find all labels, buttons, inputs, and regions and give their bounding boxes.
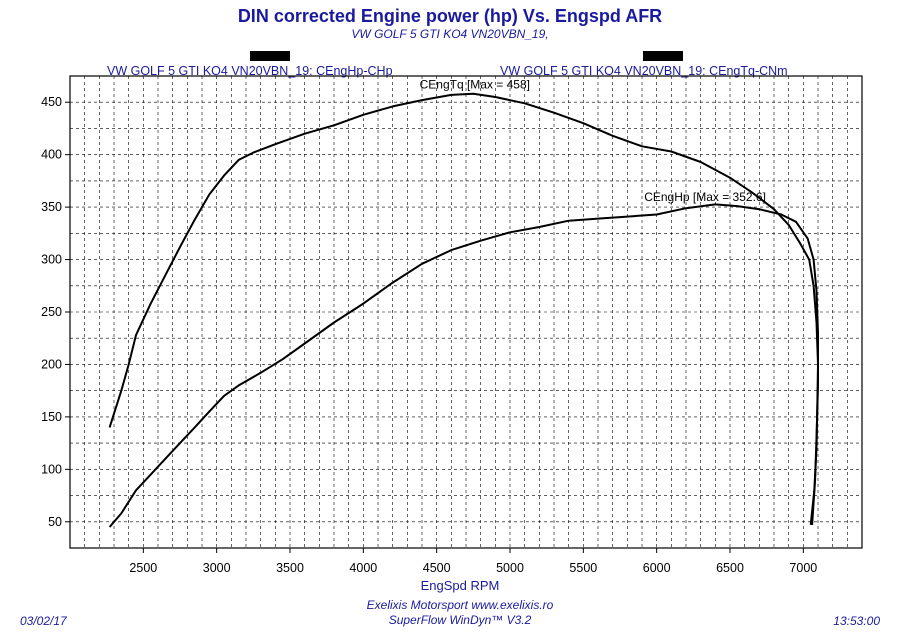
y-tick-label: 350	[41, 200, 62, 214]
legend-swatch-hp	[250, 51, 290, 61]
legend-swatch-tq	[643, 51, 683, 61]
y-tick-label: 250	[41, 305, 62, 319]
y-tick-label: 400	[41, 148, 62, 162]
y-tick-label: 450	[41, 95, 62, 109]
series-line-tq	[108, 92, 819, 526]
legend-label-tq: VW GOLF 5 GTI KO4 VN20VBN_19: CEngTq-CNm	[500, 64, 788, 78]
y-tick-label: 150	[41, 410, 62, 424]
x-tick-label: 4000	[349, 561, 377, 575]
y-tick-label: 50	[48, 515, 62, 529]
x-tick-label: 4500	[423, 561, 451, 575]
x-tick-label: 5500	[569, 561, 597, 575]
chart-subtitle: VW GOLF 5 GTI KO4 VN20VBN_19,	[351, 27, 549, 41]
chart-title: DIN corrected Engine power (hp) Vs. Engs…	[237, 6, 663, 26]
y-tick-label: 100	[41, 462, 62, 476]
x-tick-label: 3500	[276, 561, 304, 575]
annotation-hp-max: CEngHp [Max = 352.6]	[644, 190, 766, 204]
y-tick-label: 300	[41, 253, 62, 267]
series-line-hp	[108, 203, 819, 528]
footer-company: Exelixis Motorsport www.exelixis.ro	[366, 598, 554, 612]
x-tick-label: 2500	[129, 561, 157, 575]
x-tick-label: 7000	[789, 561, 817, 575]
x-tick-label: 6500	[716, 561, 744, 575]
annotation-tq-max: CEngTq [Max = 458]	[420, 78, 530, 92]
footer-software: SuperFlow WinDyn™ V3.2	[388, 613, 532, 627]
y-tick-label: 200	[41, 357, 62, 371]
x-axis-label: EngSpd RPM	[420, 578, 500, 593]
legend-label-hp: VW GOLF 5 GTI KO4 VN20VBN_19: CEngHp-CHp	[107, 64, 393, 78]
x-tick-label: 6000	[643, 561, 671, 575]
footer-date: 03/02/17	[20, 614, 67, 628]
x-tick-label: 3000	[203, 561, 231, 575]
footer-time: 13:53:00	[833, 614, 880, 628]
x-tick-label: 5000	[496, 561, 524, 575]
